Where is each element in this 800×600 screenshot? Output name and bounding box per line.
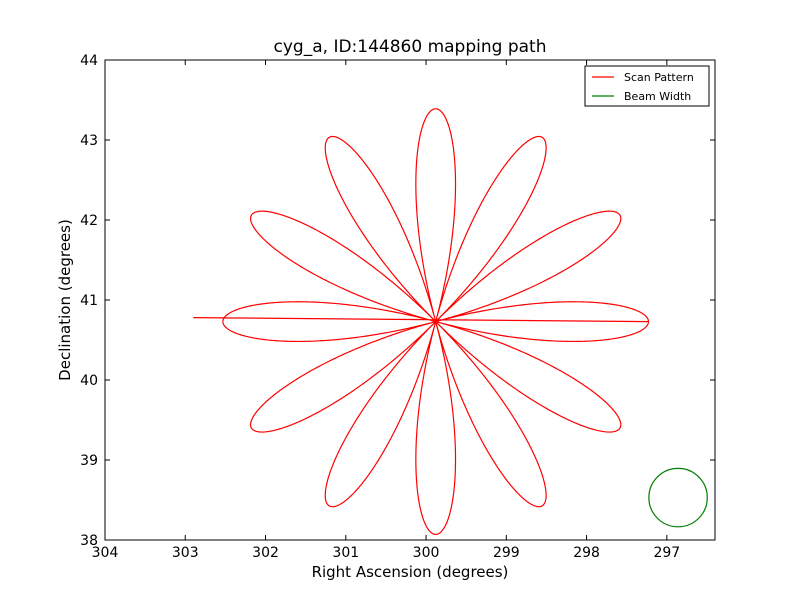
legend-label-scan-pattern: Scan Pattern xyxy=(624,71,694,84)
x-axis-ticks: 304 303 302 301 300 299 298 297 xyxy=(92,60,680,561)
x-tick-label: 297 xyxy=(653,545,680,561)
y-tick-label: 41 xyxy=(80,293,98,309)
x-tick-label: 299 xyxy=(493,545,520,561)
y-axis-label: Declination (degrees) xyxy=(56,219,74,381)
x-axis-label: Right Ascension (degrees) xyxy=(312,563,509,581)
x-tick-label: 302 xyxy=(252,545,279,561)
y-tick-label: 44 xyxy=(80,53,98,69)
y-tick-label: 39 xyxy=(80,453,98,469)
y-axis-ticks: 38 39 40 41 42 43 44 xyxy=(80,53,715,549)
chart-title: cyg_a, ID:144860 mapping path xyxy=(274,37,547,57)
plot-area xyxy=(104,59,716,541)
beam-width-circle xyxy=(648,467,708,528)
y-tick-label: 43 xyxy=(80,133,98,149)
scan-pattern-line xyxy=(193,108,650,536)
legend: Scan Pattern Beam Width xyxy=(584,65,710,107)
y-tick-label: 40 xyxy=(80,373,98,389)
y-tick-label: 38 xyxy=(80,533,98,549)
x-tick-label: 301 xyxy=(332,545,359,561)
y-tick-label: 42 xyxy=(80,213,98,229)
series-layer xyxy=(193,108,708,536)
x-tick-label: 303 xyxy=(172,545,199,561)
x-tick-label: 298 xyxy=(573,545,600,561)
legend-box xyxy=(584,65,710,107)
x-tick-label: 304 xyxy=(92,545,119,561)
x-tick-label: 300 xyxy=(413,545,440,561)
legend-label-beam-width: Beam Width xyxy=(624,90,691,103)
